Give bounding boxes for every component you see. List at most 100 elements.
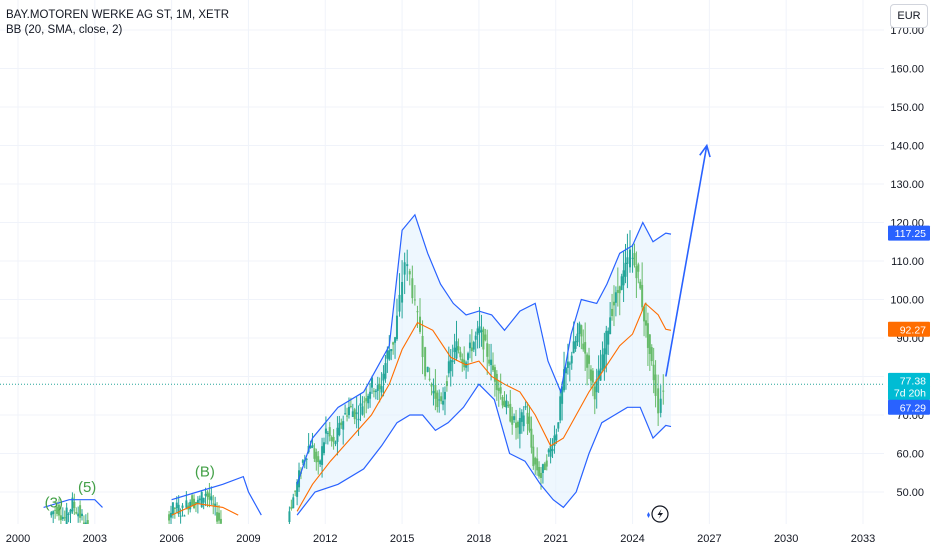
candle-body	[520, 412, 523, 422]
arrow-head	[699, 143, 711, 158]
candle-body	[317, 456, 320, 463]
candle-body	[426, 366, 429, 372]
candle-body	[541, 464, 544, 474]
candle-body	[194, 501, 197, 504]
candle-body	[591, 370, 594, 383]
candle-body	[324, 428, 327, 434]
candle-body	[509, 403, 512, 422]
candle-body	[311, 445, 314, 448]
candle-body	[349, 405, 352, 407]
candle-body	[474, 335, 477, 340]
candle-body	[388, 350, 391, 360]
candle-body	[532, 446, 535, 467]
candle-body	[536, 458, 539, 471]
bollinger-fill	[297, 214, 671, 516]
price-tag-bg	[888, 385, 930, 401]
candle-body	[538, 467, 541, 477]
candle-body	[551, 448, 554, 452]
candle-body	[79, 505, 82, 518]
candle-body	[219, 518, 222, 524]
candle-body	[390, 349, 393, 352]
candle-body	[652, 364, 655, 381]
candle-body	[491, 365, 494, 371]
candle-body	[428, 378, 431, 380]
candle-body	[305, 458, 308, 460]
candle-body	[513, 416, 516, 420]
price-tag-label: 67.29	[900, 402, 926, 414]
x-tick-label: 2027	[697, 533, 721, 545]
candle-body	[357, 418, 360, 421]
x-tick-label: 2015	[390, 533, 414, 545]
candle-body	[646, 323, 649, 348]
candle-body	[57, 504, 60, 516]
candle-body	[488, 359, 491, 364]
candle-body	[84, 522, 87, 524]
candle-body	[367, 395, 370, 404]
candle-body	[204, 493, 207, 496]
candle-body	[363, 401, 366, 403]
candle-body	[490, 359, 493, 366]
price-tag-label: 77.38	[900, 375, 926, 387]
y-tick-label: 150.00	[890, 102, 924, 114]
candle-body	[650, 347, 653, 362]
candle-body	[443, 391, 446, 400]
candle-body	[344, 413, 347, 415]
candle-body	[515, 422, 518, 428]
candle-body	[570, 355, 573, 364]
candle-body	[593, 386, 596, 400]
candle-body	[607, 330, 610, 345]
price-tag-label: 117.25	[895, 228, 926, 240]
currency-button[interactable]: EUR	[890, 4, 928, 28]
candle-body	[403, 262, 406, 275]
y-tick-label: 130.00	[890, 179, 924, 191]
candle-body	[340, 422, 343, 426]
candle-body	[659, 398, 662, 413]
candle-body	[507, 404, 510, 406]
candle-body	[624, 262, 627, 277]
candle-body	[394, 337, 397, 343]
candle-body	[601, 354, 604, 370]
replay-icon[interactable]	[647, 505, 669, 523]
candle-body	[524, 406, 527, 408]
price-axis[interactable]: 50.0060.0070.0080.0090.00100.00110.00120…	[890, 25, 924, 499]
candle-body	[605, 330, 608, 355]
candle-body	[436, 392, 439, 408]
candle-body	[522, 415, 525, 427]
candle-body	[478, 326, 481, 333]
candle-body	[309, 446, 312, 449]
candle-body	[319, 460, 322, 465]
candle-body	[493, 367, 496, 382]
candle-body	[499, 387, 502, 394]
candle-body	[216, 512, 219, 522]
candle-body	[212, 503, 215, 505]
x-tick-label: 2012	[313, 533, 337, 545]
wave-label: (3)	[45, 494, 63, 511]
y-tick-label: 50.00	[896, 487, 924, 499]
candle-body	[545, 460, 548, 467]
candle-body	[81, 513, 84, 517]
arrow-shaft	[665, 145, 708, 377]
candle-body	[438, 399, 441, 401]
candle-body	[503, 401, 506, 407]
candle-body	[408, 271, 411, 275]
symbol-title[interactable]: BAY.MOTOREN WERKE AG ST, 1M, XETR	[6, 9, 230, 21]
candle-body	[395, 315, 398, 340]
candle-body	[534, 458, 537, 465]
candle-body	[374, 390, 377, 393]
time-axis[interactable]: 2000 2003 2006 2009 2012 2015 2018 2021 2024 2027…	[6, 533, 875, 545]
candle-body	[371, 377, 374, 388]
y-tick-label: 100.00	[890, 295, 924, 307]
candle-body	[315, 451, 318, 463]
candle-body	[434, 384, 437, 399]
projection-arrow[interactable]	[665, 143, 711, 377]
candle-body	[482, 328, 485, 350]
candle-body	[355, 412, 358, 415]
candle-body	[597, 370, 600, 379]
indicator-title[interactable]: BB (20, SMA, close, 2)	[6, 24, 123, 36]
candle-body	[334, 441, 337, 445]
candle-body	[635, 266, 638, 279]
candle-body	[384, 363, 387, 379]
candle-body	[641, 284, 644, 308]
candle-body	[67, 513, 70, 515]
